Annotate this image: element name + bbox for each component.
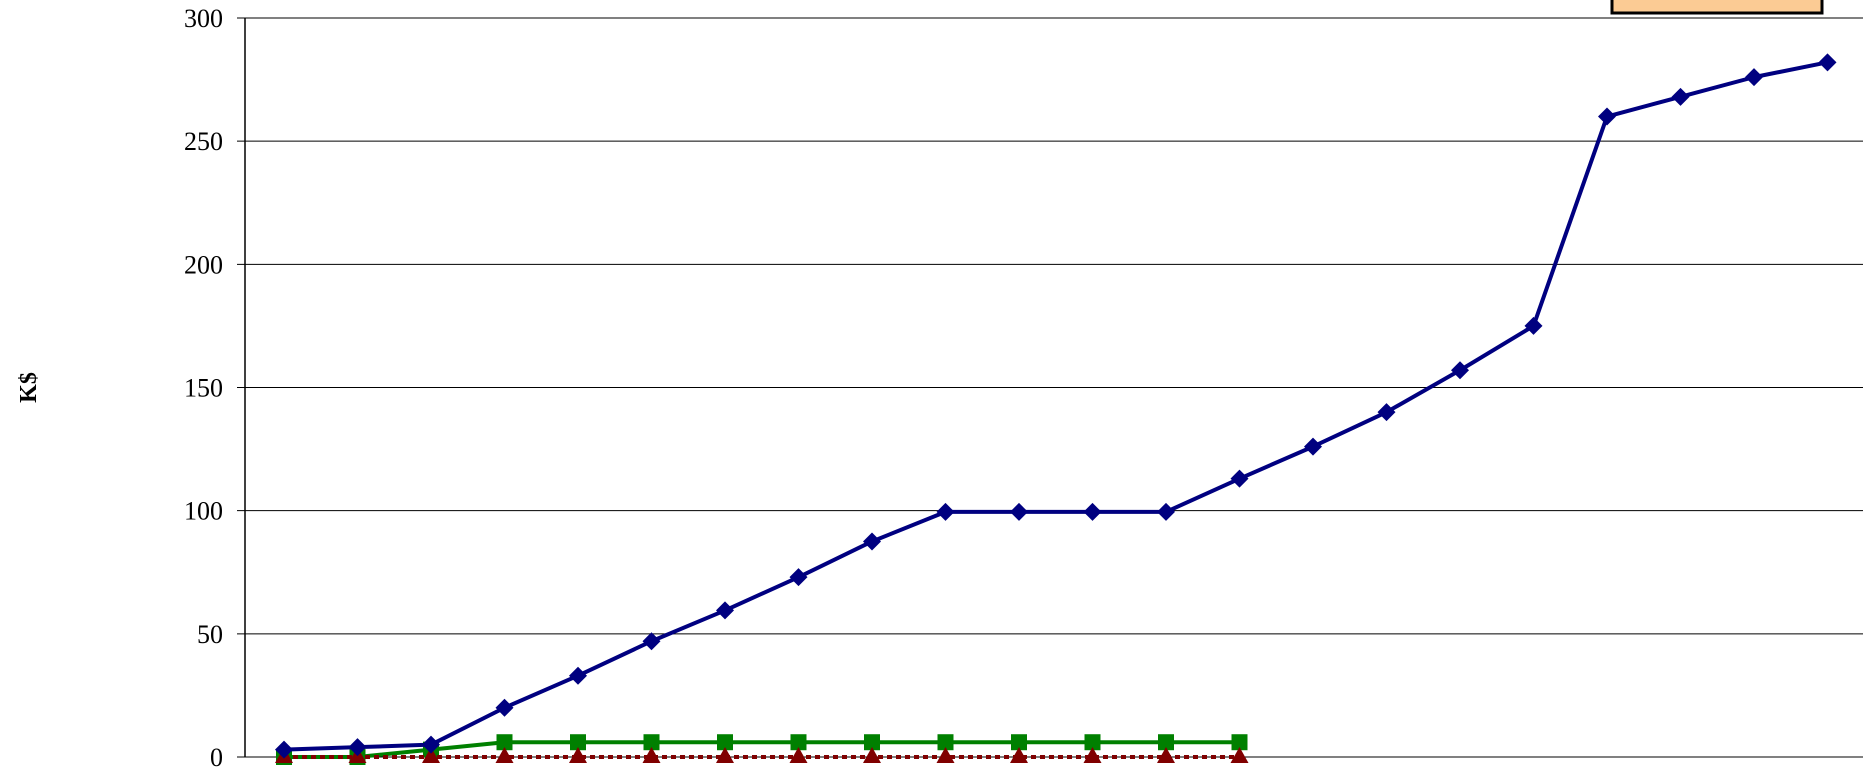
data-point [937,734,954,751]
data-point [1230,747,1249,763]
data-point [863,532,881,551]
y-tick-label: 300 [184,4,223,33]
data-point [1083,747,1102,763]
data-point [422,747,440,763]
series-line [283,60,1828,752]
data-point [642,747,661,763]
data-point [1377,403,1396,422]
data-point [570,734,586,751]
data-point [863,747,881,763]
y-tick-label: 150 [184,374,223,403]
data-point [1451,361,1469,380]
data-point [1158,734,1174,751]
data-point [495,698,514,717]
data-point [1157,747,1175,763]
data-point [495,747,514,763]
data-point [1083,502,1102,521]
data-point [1745,68,1763,87]
data-point [275,740,293,759]
gridlines [237,17,1863,758]
data-point [1304,437,1322,456]
data-point [1524,316,1543,335]
data-point [348,738,367,757]
y-tick-label: 200 [184,250,223,279]
series-3 [275,747,1249,763]
data-point [864,734,880,751]
data-point [790,734,807,751]
data-point [1084,734,1101,751]
data-point [642,632,661,651]
data-point [717,734,733,751]
series-2 [276,734,1248,765]
data-point [1231,734,1248,751]
legend [1610,0,1824,15]
data-point [1671,87,1690,106]
data-point [643,734,660,751]
data-point [716,747,734,763]
y-axis-title: K$ [16,372,42,403]
data-point [422,735,440,754]
data-point [789,747,808,763]
data-point [1011,734,1027,751]
data-point [569,666,587,685]
data-point [496,734,513,751]
data-point [936,747,955,763]
data-point [716,601,734,620]
data-point [1010,747,1028,763]
data-point [1818,53,1837,72]
data-point [1157,502,1175,521]
data-point [1010,502,1028,521]
series-1 [275,53,1837,759]
y-axis-ticks: 0 50 100 150 200 250 300 [184,4,223,767]
data-point [1230,469,1249,488]
y-tick-label: 250 [184,127,223,156]
data-point [569,747,587,763]
y-tick-label: 0 [210,743,223,767]
data-point [1598,107,1616,126]
y-tick-label: 50 [197,620,223,649]
series-layer [275,53,1837,765]
series-line [284,740,1240,759]
y-tick-label: 100 [184,497,223,526]
data-point [789,568,808,587]
data-point [936,502,955,521]
